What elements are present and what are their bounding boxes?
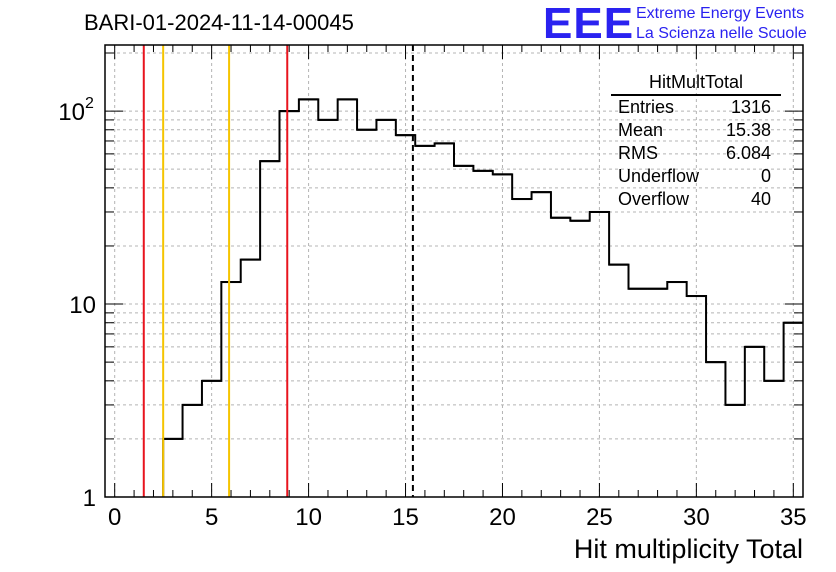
y-tick-label: 1 — [83, 485, 96, 512]
y-tick-label: 10 — [69, 292, 96, 319]
histogram-bin — [240, 258, 261, 261]
logo-mark: EEE — [543, 0, 635, 48]
x-tick-label: 15 — [392, 504, 419, 531]
histogram-bin — [725, 403, 745, 406]
histogram-bin — [182, 403, 202, 406]
stats-value: 0 — [760, 166, 771, 186]
histogram-bin — [686, 295, 707, 298]
histogram-bin — [395, 134, 416, 137]
stats-label: RMS — [618, 143, 658, 163]
stats-row-entries: Entries 1316 — [611, 96, 781, 119]
histogram-bin — [570, 219, 590, 222]
histogram-bin — [628, 287, 648, 290]
stats-row-underflow: Underflow 0 — [611, 165, 781, 188]
logo-line-2: La Scienza nelle Scuole — [636, 25, 807, 42]
plot-frame — [104, 44, 804, 498]
x-tick-label: 20 — [489, 504, 516, 531]
x-tick-label: 5 — [205, 504, 218, 531]
stats-value: 6.084 — [725, 143, 771, 163]
histogram-bin — [221, 281, 241, 284]
stats-row-overflow: Overflow 40 — [611, 188, 781, 211]
x-tick-label: 30 — [683, 504, 710, 531]
chart-title: BARI-01-2024-11-14-00045 — [84, 10, 354, 35]
logo-caption: Extreme Energy Events La Scienza nelle S… — [636, 4, 807, 44]
histogram-bin — [764, 379, 784, 382]
stats-label: Overflow — [618, 189, 690, 209]
histogram-bin — [512, 198, 532, 201]
histogram-bin — [318, 118, 338, 121]
x-tick-label: 0 — [108, 504, 121, 531]
histogram-bin — [706, 361, 726, 364]
stats-label: Mean — [618, 120, 664, 140]
histogram-bin — [454, 164, 474, 167]
histogram-bin — [279, 110, 299, 113]
stats-value: 1316 — [730, 97, 771, 117]
y-tick-label: 10 — [58, 99, 85, 126]
histogram-bin — [492, 173, 513, 176]
histogram-bin — [434, 142, 454, 145]
histogram-bin — [609, 263, 629, 266]
histogram-bin — [415, 144, 435, 147]
stats-label: Underflow — [618, 166, 700, 186]
histogram-bin — [744, 345, 765, 348]
histogram-bin — [201, 379, 222, 382]
stats-value: 15.38 — [725, 120, 771, 140]
stats-label: Entries — [618, 97, 675, 117]
x-tick-label: 35 — [780, 504, 807, 531]
stats-value: 40 — [750, 189, 771, 209]
histogram-bin — [298, 98, 319, 101]
x-tick-label: 10 — [295, 504, 322, 531]
histogram-bin — [260, 160, 280, 163]
histogram-bin — [163, 437, 183, 440]
x-tick-label: 25 — [586, 504, 613, 531]
histogram-bin — [647, 287, 668, 290]
histogram-bin — [376, 118, 396, 121]
histogram-bin — [337, 98, 358, 101]
histogram-bin — [473, 169, 493, 172]
histogram-bin — [357, 128, 377, 131]
histogram-bin — [550, 216, 571, 219]
histogram-bin — [589, 210, 610, 213]
stats-title: HitMultTotal — [611, 72, 781, 96]
histogram-bin — [667, 281, 687, 284]
y-tick-exponent: 2 — [85, 95, 94, 112]
stats-box: HitMultTotal Entries 1316 Mean 15.38 RMS… — [611, 72, 781, 211]
x-axis-title: Hit multiplicity Total — [573, 534, 803, 564]
histogram-bin — [531, 191, 551, 194]
logo-line-1: Extreme Energy Events — [636, 5, 805, 22]
histogram-bin — [783, 321, 803, 324]
stats-row-mean: Mean 15.38 — [611, 119, 781, 142]
stats-row-rms: RMS 6.084 — [611, 142, 781, 165]
